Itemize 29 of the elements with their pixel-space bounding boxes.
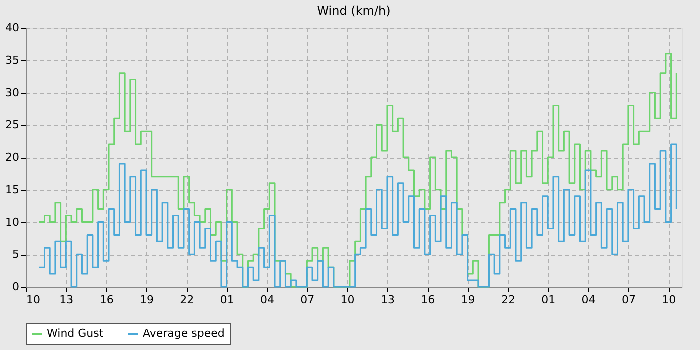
y-tick-label: 40	[6, 22, 20, 34]
x-tick-label: 01	[542, 294, 556, 306]
x-tick-label: 16	[421, 294, 436, 306]
x-tick-label: 10	[662, 294, 676, 306]
y-tick-label: 5	[12, 248, 20, 262]
chart-title: Wind (km/h)	[317, 4, 391, 18]
y-tick-label: 10	[6, 216, 20, 229]
x-tick-label: 22	[180, 294, 194, 306]
x-tick-label: 07	[300, 294, 315, 306]
x-tick-label: 01	[220, 294, 234, 306]
x-tick-label: 16	[100, 294, 114, 306]
x-tick-label: 13	[60, 294, 74, 306]
x-tick-label: 04	[260, 294, 274, 306]
y-tick-label: 30	[6, 86, 20, 100]
x-tick-label: 13	[380, 294, 395, 306]
x-tick-label: 07	[622, 294, 636, 306]
legend-label: Wind Gust	[47, 327, 104, 340]
y-tick-label: 0	[12, 280, 20, 294]
legend-label: Average speed	[143, 327, 225, 340]
x-tick-label: 19	[461, 294, 476, 306]
x-tick-label: 10	[340, 294, 355, 306]
x-tick-label: 19	[140, 294, 154, 306]
y-tick-label: 15	[6, 183, 20, 196]
y-tick-label: 20	[6, 151, 20, 164]
x-tick-label: 10	[26, 294, 40, 306]
y-tick-label: 35	[6, 54, 20, 67]
y-tick-label: 25	[6, 118, 20, 132]
x-tick-label: 22	[501, 294, 516, 306]
x-tick-label: 04	[582, 294, 596, 306]
